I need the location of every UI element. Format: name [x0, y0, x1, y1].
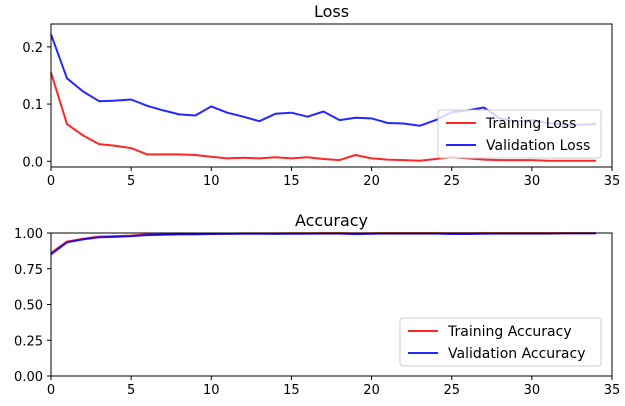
loss-x-tick-label: 30 — [524, 174, 541, 189]
accuracy-x-tick-label: 25 — [443, 383, 460, 398]
loss-x-tick-label: 5 — [127, 174, 135, 189]
loss-y-tick-label: 0.2 — [22, 41, 43, 56]
accuracy-y-tick-label: 0.75 — [14, 263, 43, 278]
accuracy-x-tick-label: 10 — [203, 383, 220, 398]
accuracy-legend: Training Accuracy Validation Accuracy — [399, 317, 602, 367]
loss-x-tick-label: 15 — [283, 174, 300, 189]
loss-title: Loss — [314, 2, 349, 21]
training-loss-legend-label: Training Loss — [485, 116, 576, 132]
loss-x-tick-label: 10 — [203, 174, 220, 189]
loss-y-tick-label: 0.0 — [22, 155, 43, 170]
validation-accuracy-line — [50, 232, 596, 256]
accuracy-chart: Accuracy 0 5 10 15 20 25 30 35 0.00 0.25 0.50 0.75 1.… — [14, 211, 620, 398]
accuracy-x-tick-label: 5 — [127, 383, 135, 398]
accuracy-y-tick-label: 0.50 — [14, 299, 43, 314]
accuracy-x-tick-label: 15 — [283, 383, 300, 398]
accuracy-y-tick-label: 0.25 — [14, 334, 43, 349]
accuracy-x-tick-label: 35 — [604, 383, 621, 398]
loss-x-tick-label: 0 — [47, 174, 55, 189]
accuracy-x-tick-label: 30 — [524, 383, 541, 398]
accuracy-y-tick-label: 1.00 — [14, 227, 43, 242]
accuracy-x-tick-label: 0 — [47, 383, 55, 398]
loss-x-tick-label: 25 — [443, 174, 460, 189]
accuracy-legend-box — [399, 317, 602, 367]
loss-x-tick-label: 35 — [604, 174, 621, 189]
validation-accuracy-legend-label: Validation Accuracy — [448, 346, 586, 362]
loss-x-tick-label: 20 — [363, 174, 380, 189]
accuracy-x-tick-label: 20 — [363, 383, 380, 398]
training-accuracy-legend-label: Training Accuracy — [447, 324, 572, 340]
accuracy-y-tick-label: 0.00 — [14, 370, 43, 385]
training-loss-line — [50, 72, 596, 162]
loss-axes-frame — [50, 23, 613, 168]
loss-y-tick-label: 0.1 — [22, 98, 43, 113]
loss-chart: Loss 0 5 10 15 20 25 30 35 0.0 0.1 0.2 Training Loss… — [22, 2, 620, 189]
loss-legend: Training Loss Validation Loss — [437, 109, 602, 159]
loss-legend-box — [437, 109, 602, 159]
validation-loss-legend-label: Validation Loss — [486, 138, 590, 154]
accuracy-title: Accuracy — [295, 211, 368, 230]
